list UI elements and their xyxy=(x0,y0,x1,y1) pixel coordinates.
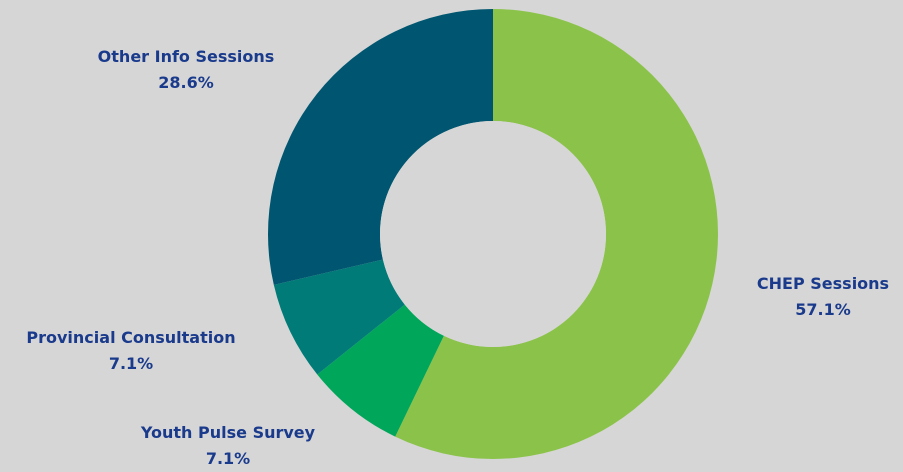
label-provincial-consultation-value: 7.1% xyxy=(108,354,154,373)
label-other-info-sessions: Other Info Sessions 28.6% xyxy=(76,44,296,96)
slice-other-info-sessions xyxy=(267,9,493,285)
label-chep-sessions: CHEP Sessions 57.1% xyxy=(748,271,898,323)
slice-chep-sessions xyxy=(395,9,718,459)
label-chep-sessions-name: CHEP Sessions xyxy=(756,274,890,293)
label-youth-pulse-survey-name: Youth Pulse Survey xyxy=(140,423,316,442)
label-other-info-sessions-name: Other Info Sessions xyxy=(97,47,275,66)
label-provincial-consultation-name: Provincial Consultation xyxy=(26,328,236,347)
slice-youth-pulse-survey xyxy=(317,304,444,437)
label-youth-pulse-survey: Youth Pulse Survey 7.1% xyxy=(118,420,338,472)
slice-provincial-consultation xyxy=(273,259,405,375)
donut-hole xyxy=(380,121,606,347)
label-chep-sessions-value: 57.1% xyxy=(795,300,851,319)
label-provincial-consultation: Provincial Consultation 7.1% xyxy=(0,325,262,377)
label-other-info-sessions-value: 28.6% xyxy=(158,73,214,92)
label-youth-pulse-survey-value: 7.1% xyxy=(205,449,251,468)
